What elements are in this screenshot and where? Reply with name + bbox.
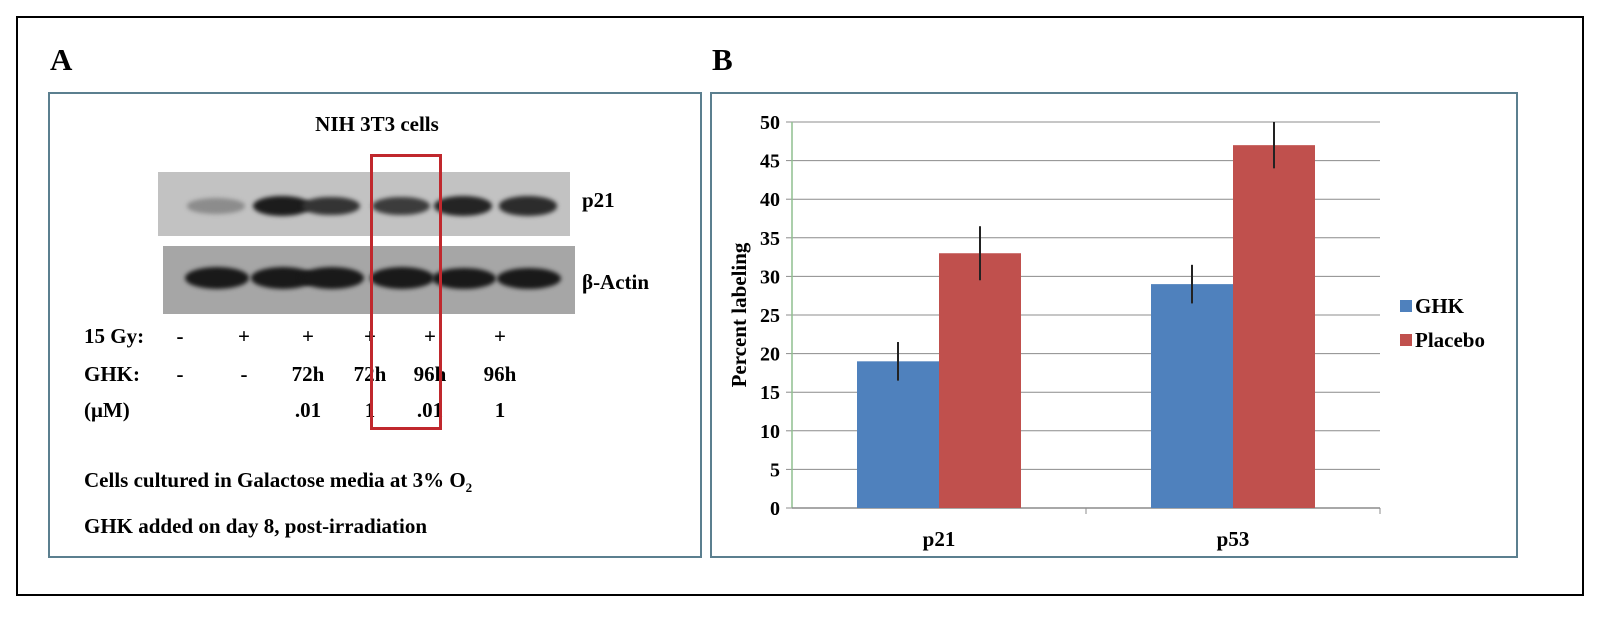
actin-band — [432, 267, 496, 289]
condition-value: 1 — [494, 398, 506, 422]
p21-band — [434, 196, 492, 216]
note-line-1: Cells cultured in Galactose media at 3% … — [84, 468, 473, 496]
condition-value: - — [176, 362, 184, 386]
p21-band — [187, 198, 245, 214]
condition-row-label: 15 Gy: — [84, 324, 145, 348]
p21-band — [499, 196, 557, 216]
y-tick-label: 0 — [770, 498, 780, 520]
bar-placebo-p21 — [939, 253, 1021, 508]
y-tick-label: 40 — [760, 189, 780, 211]
actin-band — [497, 267, 561, 289]
condition-value: + — [424, 324, 436, 348]
condition-value: - — [240, 362, 248, 386]
y-tick-label: 5 — [770, 459, 780, 481]
y-tick-label: 35 — [760, 228, 780, 250]
condition-value: .01 — [416, 398, 444, 422]
condition-value: 96h — [483, 362, 517, 386]
y-tick-label: 45 — [760, 151, 780, 173]
panel-a-box: NIH 3T3 cells p21 β-Actin 15 Gy: - + + + + + GH… — [48, 92, 702, 558]
condition-value: 72h — [291, 362, 325, 386]
y-tick-label: 25 — [760, 305, 780, 327]
panel-b-box: 0 5 10 15 20 25 30 35 40 45 50 Percent labeling p21 p… — [710, 92, 1518, 558]
actin-label: β-Actin — [582, 270, 650, 294]
highlight-box — [370, 154, 442, 430]
actin-blot — [163, 246, 575, 314]
bar-ghk-p53 — [1151, 284, 1233, 508]
p21-band — [253, 196, 311, 216]
condition-value: .01 — [294, 398, 322, 422]
legend-swatch — [1400, 334, 1412, 346]
p21-blot — [158, 172, 570, 236]
p21-band — [372, 196, 430, 216]
note-line-2: GHK added on day 8, post-irradiation — [84, 514, 428, 538]
actin-band — [300, 267, 364, 289]
y-tick-label: 15 — [760, 382, 780, 404]
y-tick-label: 10 — [760, 421, 780, 443]
bar-ghk-p21 — [857, 361, 939, 508]
y-tick-label: 20 — [760, 344, 780, 366]
condition-row-label: (μM) — [84, 398, 130, 422]
legend-swatch — [1400, 300, 1412, 312]
panel-b-letter: B — [712, 42, 733, 77]
actin-band — [370, 267, 434, 289]
legend-label: Placebo — [1415, 328, 1485, 352]
p21-band — [302, 196, 360, 216]
actin-band — [251, 267, 315, 289]
legend-label: GHK — [1415, 294, 1465, 318]
x-tick-label: p53 — [1217, 527, 1250, 551]
condition-row-label: GHK: — [84, 362, 140, 386]
condition-value: + — [302, 324, 314, 348]
x-tick-label: p21 — [923, 527, 956, 551]
panel-a-letter: A — [50, 42, 73, 77]
bar-chart: 0 5 10 15 20 25 30 35 40 45 50 Percent labeling p21 p… — [727, 112, 1485, 551]
figure-frame — [16, 16, 1584, 596]
condition-value: - — [176, 324, 184, 348]
bar-placebo-p53 — [1233, 145, 1315, 508]
p21-label: p21 — [582, 188, 615, 212]
condition-value: + — [238, 324, 250, 348]
y-axis-label: Percent labeling — [727, 242, 751, 387]
y-tick-label: 30 — [760, 266, 780, 288]
condition-value: + — [494, 324, 506, 348]
y-tick-label: 50 — [760, 112, 780, 134]
blot-title: NIH 3T3 cells — [315, 112, 439, 136]
actin-band — [185, 267, 249, 289]
